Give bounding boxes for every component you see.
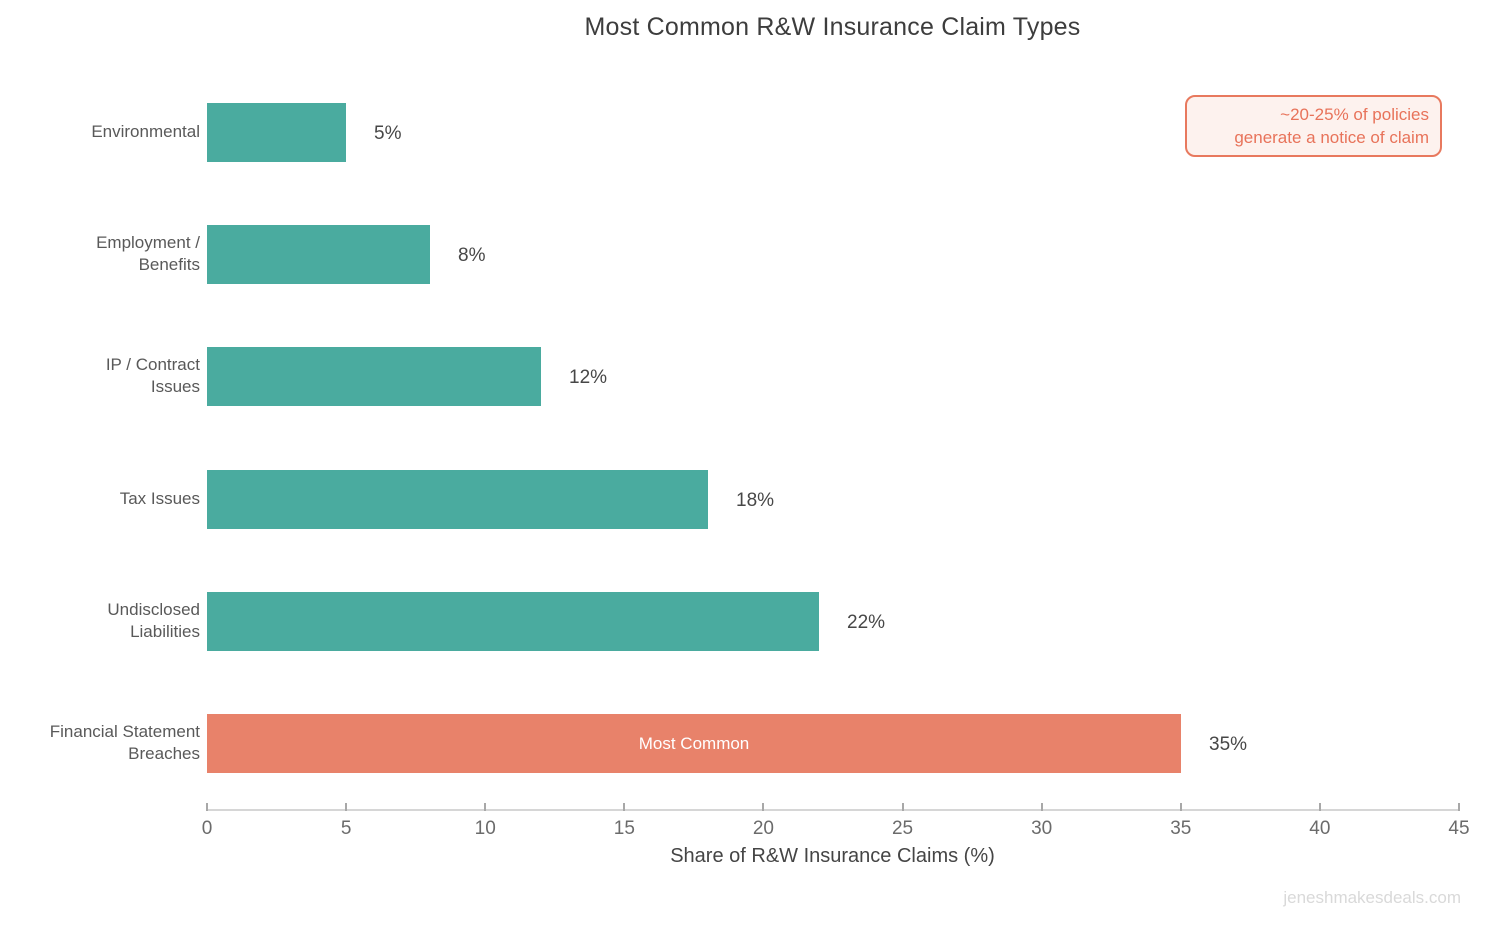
x-tick-label: 35 (1170, 818, 1192, 839)
category-label: IP / Contract Issues (105, 354, 200, 396)
value-label: 22% (847, 611, 886, 633)
value-label: 5% (374, 122, 402, 144)
annotation-line-2: generate a notice of claim (1234, 128, 1429, 147)
x-axis-title: Share of R&W Insurance Claims (%) (670, 845, 995, 867)
category-label: Employment / Benefits (96, 232, 200, 274)
x-tick-mark (484, 803, 487, 811)
chart-title: Most Common R&W Insurance Claim Types (584, 13, 1081, 41)
x-tick-label: 5 (340, 818, 352, 839)
value-label: 12% (569, 366, 608, 388)
x-tick-mark (1040, 803, 1043, 811)
x-tick-label: 30 (1031, 818, 1053, 839)
annotation-box: ~20-25% of policies generate a notice of… (1185, 95, 1442, 157)
x-axis-line (207, 809, 1459, 811)
bar[interactable] (207, 470, 708, 529)
bar[interactable] (207, 225, 430, 284)
x-tick-mark (1318, 803, 1321, 811)
annotation-line-1: ~20-25% of policies (1280, 105, 1429, 124)
x-tick-mark (901, 803, 904, 811)
x-tick-mark (345, 803, 348, 811)
x-tick-label: 0 (201, 818, 213, 839)
watermark: jeneshmakesdeals.com (1283, 888, 1461, 907)
x-tick-label: 25 (891, 818, 914, 839)
bar-highlighted[interactable]: Most Common (207, 714, 1181, 773)
x-tick-label: 40 (1309, 818, 1331, 839)
x-tick-label: 10 (474, 818, 496, 839)
x-tick-mark (762, 803, 765, 811)
x-tick-label: 20 (752, 818, 774, 839)
x-tick-mark (623, 803, 626, 811)
bar[interactable] (207, 592, 819, 651)
x-tick-label: 45 (1448, 818, 1470, 839)
category-label: Tax Issues (119, 488, 200, 508)
value-label: 8% (458, 244, 486, 266)
bar[interactable] (207, 103, 346, 162)
x-tick-label: 15 (613, 818, 635, 839)
value-label: 18% (736, 489, 775, 511)
category-label: Environmental (91, 121, 200, 141)
x-tick-mark (1458, 803, 1460, 811)
category-label: Undisclosed Liabilities (107, 599, 200, 641)
value-label: 35% (1209, 733, 1248, 755)
x-tick-mark (206, 803, 208, 811)
bar-inner-label: Most Common (638, 733, 750, 753)
category-label: Financial Statement Breaches (49, 721, 200, 763)
bar[interactable] (207, 347, 541, 406)
x-tick-mark (1179, 803, 1182, 811)
